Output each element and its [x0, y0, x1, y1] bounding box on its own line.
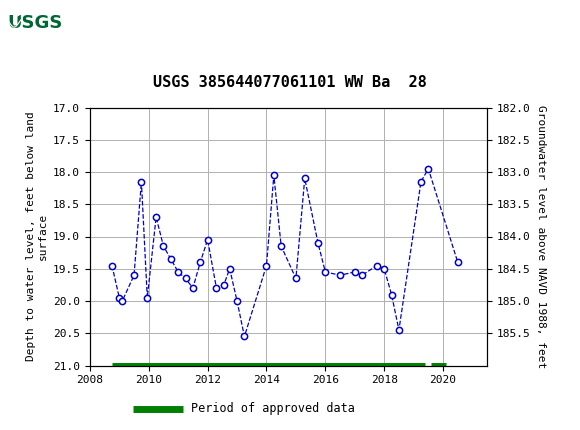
Text: USGS 385644077061101 WW Ba  28: USGS 385644077061101 WW Ba 28	[153, 75, 427, 90]
Y-axis label: Depth to water level, feet below land
surface: Depth to water level, feet below land su…	[26, 112, 48, 361]
Y-axis label: Groundwater level above NAVD 1988, feet: Groundwater level above NAVD 1988, feet	[536, 105, 546, 368]
Text: USGS: USGS	[8, 14, 63, 31]
Text: Period of approved data: Period of approved data	[191, 402, 356, 415]
FancyBboxPatch shape	[3, 3, 70, 42]
